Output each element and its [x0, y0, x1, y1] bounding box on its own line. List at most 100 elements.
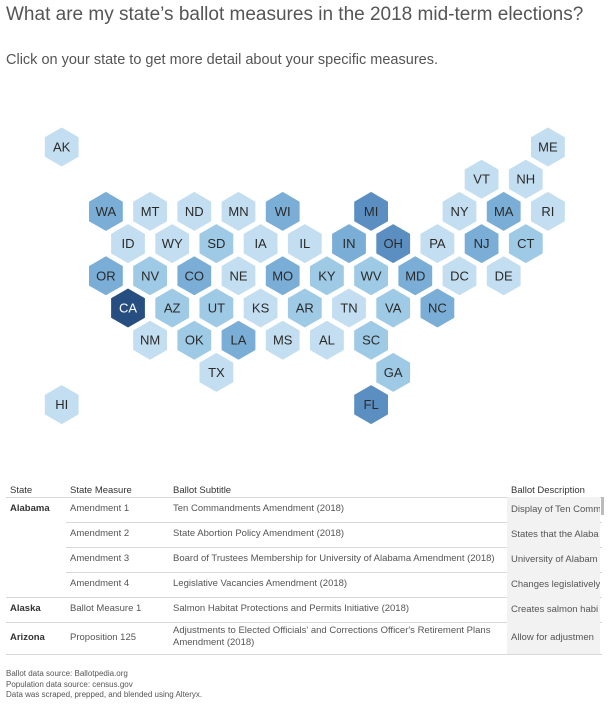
table-row[interactable]: Amendment 3 Board of Trustees Membership…	[0, 547, 602, 572]
state-hex-shape[interactable]	[265, 256, 300, 296]
state-hex-ct[interactable]: CT	[508, 224, 543, 264]
state-hex-nd[interactable]: ND	[177, 191, 212, 231]
state-hex-shape[interactable]	[89, 256, 123, 296]
state-hex-shape[interactable]	[420, 224, 455, 264]
state-hex-al[interactable]: AL	[310, 320, 344, 360]
state-hex-shape[interactable]	[221, 191, 256, 231]
state-hex-va[interactable]: VA	[376, 288, 411, 328]
state-hex-shape[interactable]	[221, 320, 256, 360]
state-hex-ne[interactable]: NE	[221, 256, 256, 296]
state-hex-shape[interactable]	[376, 224, 411, 264]
state-hex-shape[interactable]	[155, 288, 190, 328]
state-hex-shape[interactable]	[398, 256, 433, 296]
state-hex-shape[interactable]	[199, 288, 234, 328]
state-hex-shape[interactable]	[133, 256, 167, 296]
state-hex-shape[interactable]	[310, 256, 344, 296]
state-hex-mo[interactable]: MO	[265, 256, 300, 296]
state-hex-wa[interactable]: WA	[89, 191, 123, 231]
state-hex-shape[interactable]	[287, 224, 322, 264]
state-hex-ky[interactable]: KY	[310, 256, 344, 296]
state-hex-tn[interactable]: TN	[332, 288, 366, 328]
state-hex-ak[interactable]: AK	[44, 127, 79, 167]
state-hex-shape[interactable]	[442, 256, 477, 296]
state-hex-shape[interactable]	[133, 320, 167, 360]
state-hex-md[interactable]: MD	[398, 256, 433, 296]
state-hex-shape[interactable]	[508, 159, 543, 199]
state-hex-id[interactable]: ID	[111, 224, 145, 264]
state-hex-or[interactable]: OR	[89, 256, 123, 296]
state-hex-nv[interactable]: NV	[133, 256, 167, 296]
state-hex-shape[interactable]	[287, 288, 322, 328]
state-hex-shape[interactable]	[89, 191, 123, 231]
table-row[interactable]: Alaska Ballot Measure 1 Salmon Habitat P…	[0, 597, 602, 622]
state-hex-shape[interactable]	[155, 224, 190, 264]
state-hex-shape[interactable]	[265, 191, 300, 231]
state-hex-shape[interactable]	[221, 256, 256, 296]
state-hex-shape[interactable]	[354, 385, 388, 425]
state-hex-ga[interactable]: GA	[376, 352, 411, 392]
state-hex-dc[interactable]: DC	[442, 256, 477, 296]
state-hex-az[interactable]: AZ	[155, 288, 190, 328]
state-hex-ks[interactable]: KS	[243, 288, 278, 328]
state-hex-shape[interactable]	[111, 288, 145, 328]
state-hex-fl[interactable]: FL	[354, 385, 388, 425]
state-hex-mn[interactable]: MN	[221, 191, 256, 231]
state-hex-shape[interactable]	[354, 320, 388, 360]
state-hex-nm[interactable]: NM	[133, 320, 167, 360]
state-hex-la[interactable]: LA	[221, 320, 256, 360]
state-hex-in[interactable]: IN	[332, 224, 366, 264]
state-hex-nh[interactable]: NH	[508, 159, 543, 199]
table-scrollbar[interactable]	[601, 497, 604, 515]
state-hex-hi[interactable]: HI	[44, 385, 79, 425]
state-hex-tx[interactable]: TX	[199, 352, 234, 392]
table-row[interactable]: Arizona Proposition 125 Adjustments to E…	[0, 622, 602, 654]
state-hex-me[interactable]: ME	[531, 127, 565, 167]
state-hex-co[interactable]: CO	[177, 256, 212, 296]
state-hex-shape[interactable]	[464, 159, 499, 199]
state-hex-shape[interactable]	[354, 191, 388, 231]
state-hex-ia[interactable]: IA	[243, 224, 278, 264]
state-hex-shape[interactable]	[508, 224, 543, 264]
state-hex-wv[interactable]: WV	[354, 256, 388, 296]
state-hex-shape[interactable]	[111, 224, 145, 264]
state-hex-ms[interactable]: MS	[265, 320, 300, 360]
state-hex-shape[interactable]	[243, 288, 278, 328]
state-hex-shape[interactable]	[199, 352, 234, 392]
state-hex-shape[interactable]	[486, 256, 521, 296]
state-hex-pa[interactable]: PA	[420, 224, 455, 264]
state-hex-shape[interactable]	[44, 127, 79, 167]
state-hex-wi[interactable]: WI	[265, 191, 300, 231]
state-hex-shape[interactable]	[177, 191, 212, 231]
state-hex-oh[interactable]: OH	[376, 224, 411, 264]
state-hex-ut[interactable]: UT	[199, 288, 234, 328]
state-hex-ar[interactable]: AR	[287, 288, 322, 328]
state-hex-shape[interactable]	[486, 191, 521, 231]
state-hex-shape[interactable]	[199, 224, 234, 264]
table-row[interactable]: Alabama Amendment 1 Ten Commandments Ame…	[0, 497, 602, 522]
state-hex-mi[interactable]: MI	[354, 191, 388, 231]
state-hex-shape[interactable]	[376, 288, 411, 328]
state-hex-shape[interactable]	[420, 288, 455, 328]
state-hex-shape[interactable]	[243, 224, 278, 264]
state-hex-shape[interactable]	[442, 191, 477, 231]
state-hex-sd[interactable]: SD	[199, 224, 234, 264]
state-hex-ma[interactable]: MA	[486, 191, 521, 231]
state-hex-shape[interactable]	[531, 191, 565, 231]
state-hex-shape[interactable]	[44, 385, 79, 425]
state-hex-ri[interactable]: RI	[531, 191, 565, 231]
state-hex-shape[interactable]	[177, 320, 212, 360]
state-hex-shape[interactable]	[332, 288, 366, 328]
state-hex-shape[interactable]	[332, 224, 366, 264]
state-hex-il[interactable]: IL	[287, 224, 322, 264]
state-hex-wy[interactable]: WY	[155, 224, 190, 264]
state-hex-sc[interactable]: SC	[354, 320, 388, 360]
state-hex-shape[interactable]	[531, 127, 565, 167]
table-row[interactable]: Amendment 4 Legislative Vacancies Amendm…	[0, 572, 602, 597]
state-hex-shape[interactable]	[354, 256, 388, 296]
state-hex-shape[interactable]	[177, 256, 212, 296]
state-hex-ok[interactable]: OK	[177, 320, 212, 360]
state-hex-shape[interactable]	[376, 352, 411, 392]
state-hex-shape[interactable]	[133, 191, 167, 231]
state-hex-nc[interactable]: NC	[420, 288, 455, 328]
state-hex-mt[interactable]: MT	[133, 191, 167, 231]
